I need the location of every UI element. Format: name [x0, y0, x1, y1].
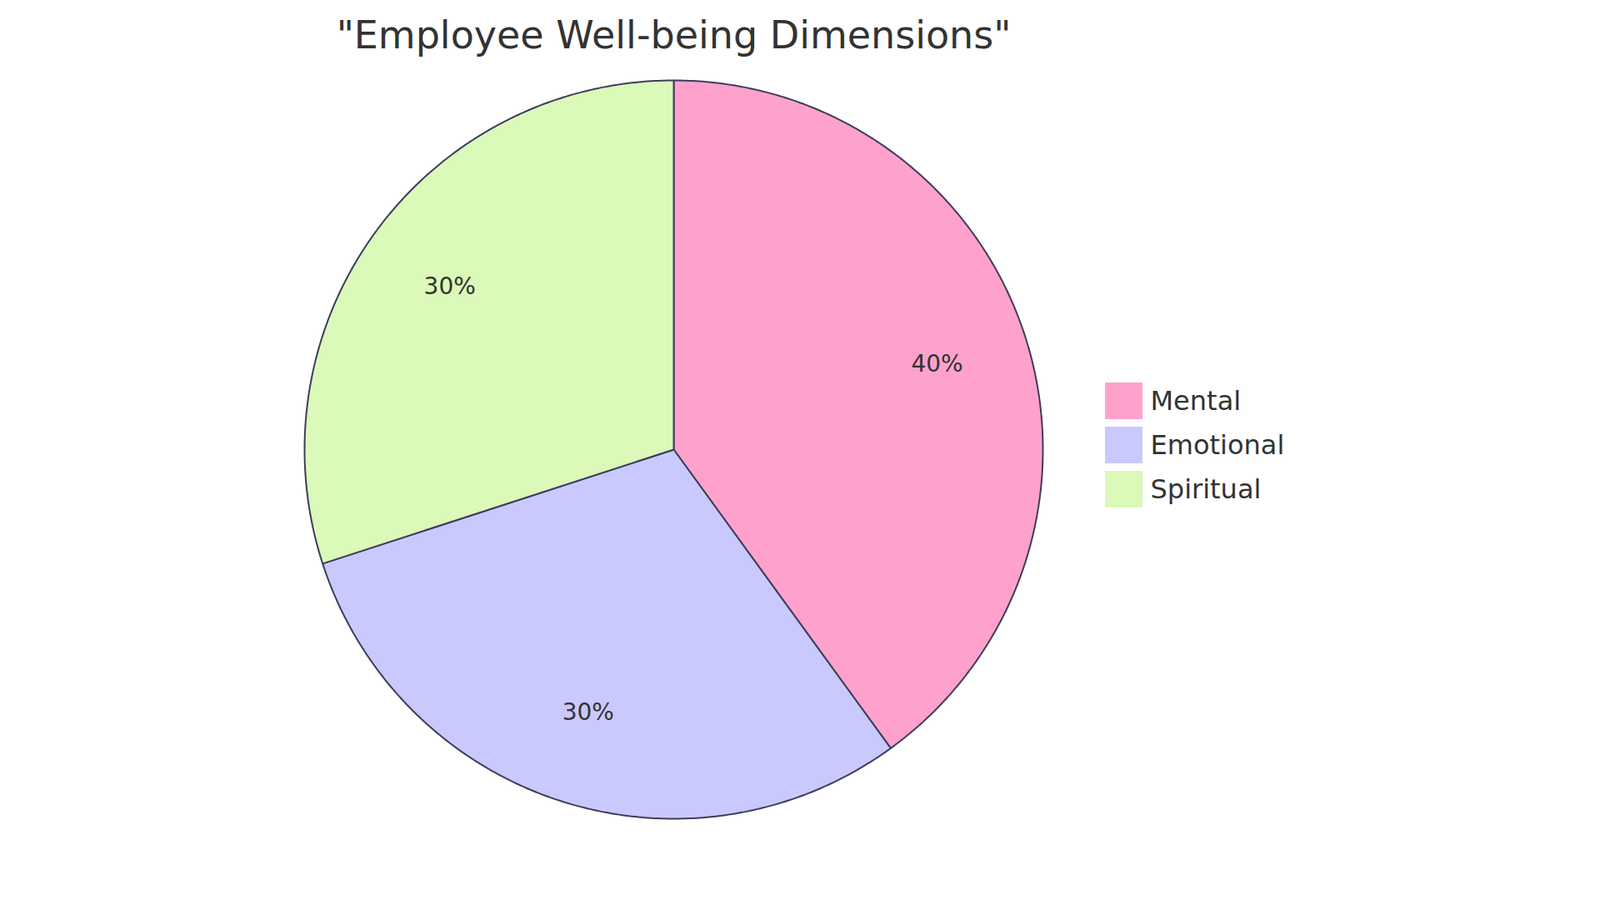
svg-text:"Employee Well-being Dimension: "Employee Well-being Dimensions"	[336, 12, 1012, 58]
svg-text:30%: 30%	[562, 698, 615, 726]
svg-text:40%: 40%	[910, 350, 963, 378]
svg-text:30%: 30%	[424, 272, 476, 300]
svg-text:Emotional: Emotional	[1150, 429, 1285, 461]
svg-text:Spiritual: Spiritual	[1150, 473, 1262, 505]
svg-text:Mental: Mental	[1150, 385, 1242, 417]
